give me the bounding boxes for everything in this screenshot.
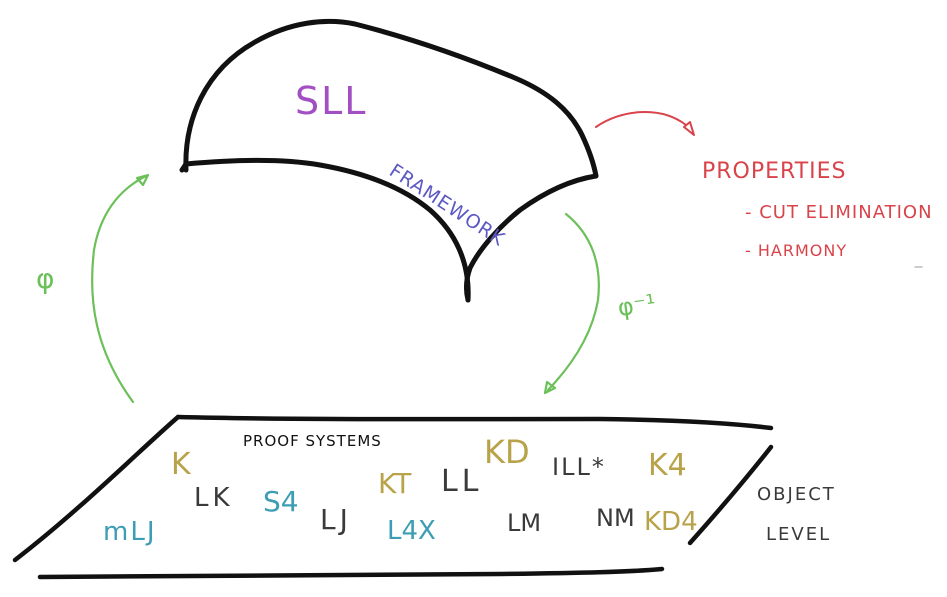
system-kd: KD	[484, 433, 530, 471]
system-lj: LJ	[320, 503, 352, 536]
system-kd4: KD4	[644, 507, 698, 537]
plane-bottom-edge	[37, 566, 665, 580]
mapping-arrows: φ φ⁻¹	[36, 173, 658, 404]
decode-arrowhead	[543, 380, 557, 395]
object-level-plane: PROOF SYSTEMS OBJECT LEVEL	[12, 414, 836, 580]
properties-arrowhead	[683, 121, 695, 136]
framework-name: SLL	[295, 79, 367, 123]
framework-surface: SLL FRAMEWORK	[179, 18, 599, 303]
system-ill-star: ILL*	[552, 453, 606, 481]
system-ll: LL	[441, 464, 482, 499]
framework-right-edge	[463, 173, 599, 303]
framework-caption: FRAMEWORK	[385, 160, 509, 251]
system-lk: LK	[194, 483, 234, 513]
object-level-label-line2: LEVEL	[766, 524, 831, 545]
encode-arrow	[91, 174, 148, 404]
system-nm: NM	[596, 504, 635, 532]
property-cut-elimination: - CUT ELIMINATION	[745, 202, 933, 223]
framework-lower-edge	[183, 157, 471, 303]
properties-arrow	[595, 111, 687, 128]
system-mlj: mLJ	[103, 517, 156, 547]
encode-arrowhead	[135, 173, 150, 187]
property-harmony: - HARMONY	[745, 241, 847, 260]
plane-left-edge	[12, 414, 181, 563]
plane-caption: PROOF SYSTEMS	[243, 432, 382, 450]
decode-label: φ⁻¹	[616, 289, 658, 322]
proof-system-labels: K LK S4 mLJ LJ KT L4X LL KD LM ILL* NM K…	[103, 433, 698, 547]
decode-arrow	[546, 212, 600, 392]
system-kt: KT	[378, 467, 412, 500]
framework-outline-left-top	[183, 18, 599, 179]
properties-title: PROPERTIES	[702, 159, 847, 184]
system-s4: S4	[263, 485, 299, 518]
plane-top-edge	[175, 414, 774, 431]
system-l4x: L4X	[387, 516, 436, 546]
system-k: K	[171, 447, 192, 482]
object-level-label-line1: OBJECT	[757, 484, 836, 505]
system-lm: LM	[507, 509, 541, 537]
system-k4: K4	[648, 448, 687, 483]
plane-right-edge	[687, 444, 774, 546]
properties-block: PROPERTIES - CUT ELIMINATION - HARMONY	[595, 111, 933, 268]
encode-label: φ	[36, 262, 54, 295]
